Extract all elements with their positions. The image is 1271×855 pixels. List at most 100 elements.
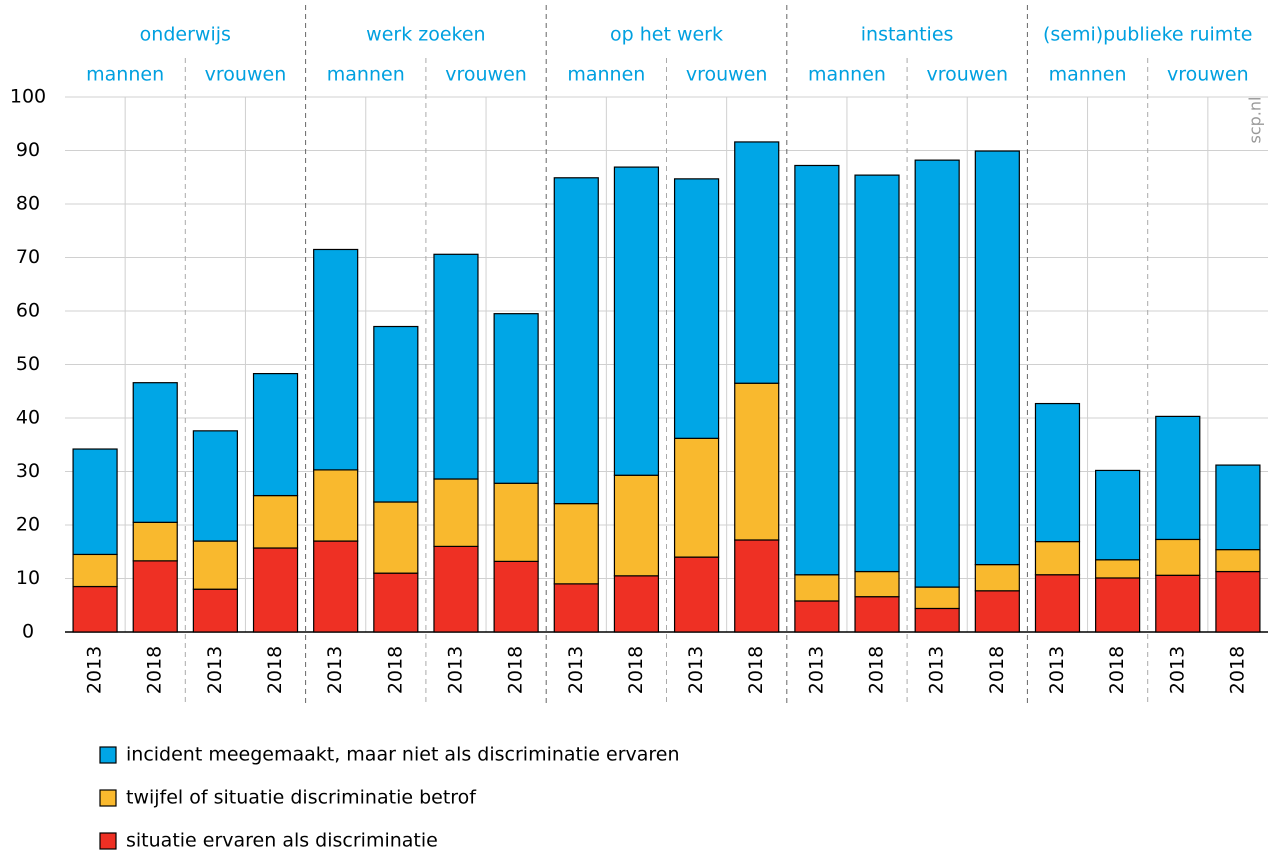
bar-segment — [252, 547, 299, 633]
bar-segment — [373, 572, 419, 633]
bar-segment — [1215, 464, 1261, 551]
bar-segment — [433, 478, 479, 547]
bar-segment — [493, 560, 539, 633]
bar-segment — [673, 437, 720, 558]
subgroup-label: vrouwen — [445, 64, 527, 86]
bar-segment — [854, 596, 900, 633]
y-tick-label: 10 — [16, 567, 40, 589]
x-tick-label: 2013 — [685, 646, 707, 694]
bar-segment — [72, 585, 118, 633]
bar-segment — [433, 253, 479, 480]
bar-segment — [914, 607, 960, 633]
subgroup-label: vrouwen — [686, 64, 768, 86]
x-tick-label: 2013 — [1166, 646, 1188, 694]
x-tick-label: 2018 — [745, 646, 767, 694]
bar-segment — [673, 556, 720, 633]
bar-segment — [794, 600, 840, 633]
watermark: scp.nl — [1246, 97, 1265, 144]
bar-segment — [794, 574, 840, 602]
bar-segment — [1155, 415, 1201, 541]
subgroup-label: vrouwen — [1167, 64, 1249, 86]
group-label: op het werk — [610, 24, 723, 46]
bar-segment — [493, 313, 539, 484]
bar-segment — [132, 382, 178, 523]
bar-segment — [1155, 574, 1201, 633]
x-tick-label: 2018 — [625, 646, 647, 694]
x-tick-label: 2018 — [1226, 646, 1248, 694]
x-tick-label: 2018 — [264, 646, 286, 694]
subgroup-label: vrouwen — [926, 64, 1008, 86]
group-label: (semi)publieke ruimte — [1043, 24, 1252, 46]
y-tick-label: 60 — [16, 300, 40, 322]
bar-segment — [313, 540, 359, 633]
bar-segment — [974, 590, 1020, 633]
y-tick-label: 50 — [16, 353, 40, 375]
subgroup-label: mannen — [86, 64, 164, 86]
subgroup-label: mannen — [327, 64, 405, 86]
bar-segment — [613, 575, 660, 633]
legend-swatch — [99, 832, 117, 850]
bar-segment — [192, 540, 238, 590]
bar-segment — [1095, 577, 1141, 633]
bar-segment — [192, 588, 238, 633]
bar-segment — [974, 563, 1020, 592]
legend-label: situatie ervaren als discriminatie — [126, 830, 438, 852]
legend-label: incident meegemaakt, maar niet als discr… — [126, 744, 680, 766]
x-tick-label: 2018 — [1106, 646, 1128, 694]
bar-segment — [132, 521, 178, 562]
bar-segment — [1034, 540, 1081, 576]
legend-swatch — [99, 746, 117, 764]
x-tick-label: 2018 — [986, 646, 1008, 694]
bar-segment — [373, 325, 419, 503]
bar-segment — [313, 469, 359, 542]
group-label: instanties — [861, 24, 954, 46]
y-tick-label: 40 — [16, 407, 40, 429]
bar-segment — [1095, 559, 1141, 579]
bar-segment — [673, 178, 720, 439]
x-tick-label: 2013 — [926, 646, 948, 694]
x-tick-label: 2013 — [84, 646, 106, 694]
x-tick-label: 2013 — [444, 646, 466, 694]
bar-segment — [493, 482, 539, 562]
subgroup-label: mannen — [808, 64, 886, 86]
bar-segment — [854, 174, 900, 573]
y-tick-label: 70 — [16, 246, 40, 268]
bar-segment — [734, 141, 780, 384]
bar-segment — [553, 503, 599, 585]
subgroup-label: mannen — [567, 64, 645, 86]
bar-segment — [854, 570, 900, 598]
bar-segment — [1215, 549, 1261, 573]
subgroup-label: vrouwen — [205, 64, 287, 86]
bar-segment — [72, 448, 118, 556]
bar-segment — [794, 164, 840, 576]
x-tick-label: 2018 — [866, 646, 888, 694]
bar-segment — [734, 382, 780, 541]
bar-segment — [1155, 538, 1201, 576]
bar-segment — [252, 494, 299, 549]
bar-segment — [1215, 570, 1261, 633]
bar-segment — [1034, 574, 1081, 633]
y-tick-label: 100 — [10, 86, 46, 108]
bar-segment — [613, 166, 660, 476]
bar-segment — [734, 539, 780, 633]
bar-segment — [433, 545, 479, 633]
bar-segment — [1095, 469, 1141, 561]
bar-segment — [373, 501, 419, 574]
bar-segment — [974, 150, 1020, 566]
bar-segment — [1034, 402, 1081, 543]
bar-segment — [132, 560, 178, 633]
legend-label: twijfel of situatie discriminatie betrof — [126, 787, 477, 809]
x-tick-label: 2013 — [1046, 646, 1068, 694]
y-tick-label: 30 — [16, 460, 40, 482]
x-tick-label: 2013 — [204, 646, 226, 694]
y-tick-label: 0 — [22, 621, 34, 643]
group-label: werk zoeken — [366, 24, 485, 46]
bar-segment — [914, 159, 960, 588]
bar-segment — [72, 553, 118, 588]
bar-segment — [613, 474, 660, 577]
y-tick-label: 90 — [16, 139, 40, 161]
legend-swatch — [99, 789, 117, 807]
bar-segment — [914, 586, 960, 610]
y-tick-label: 20 — [16, 514, 40, 536]
